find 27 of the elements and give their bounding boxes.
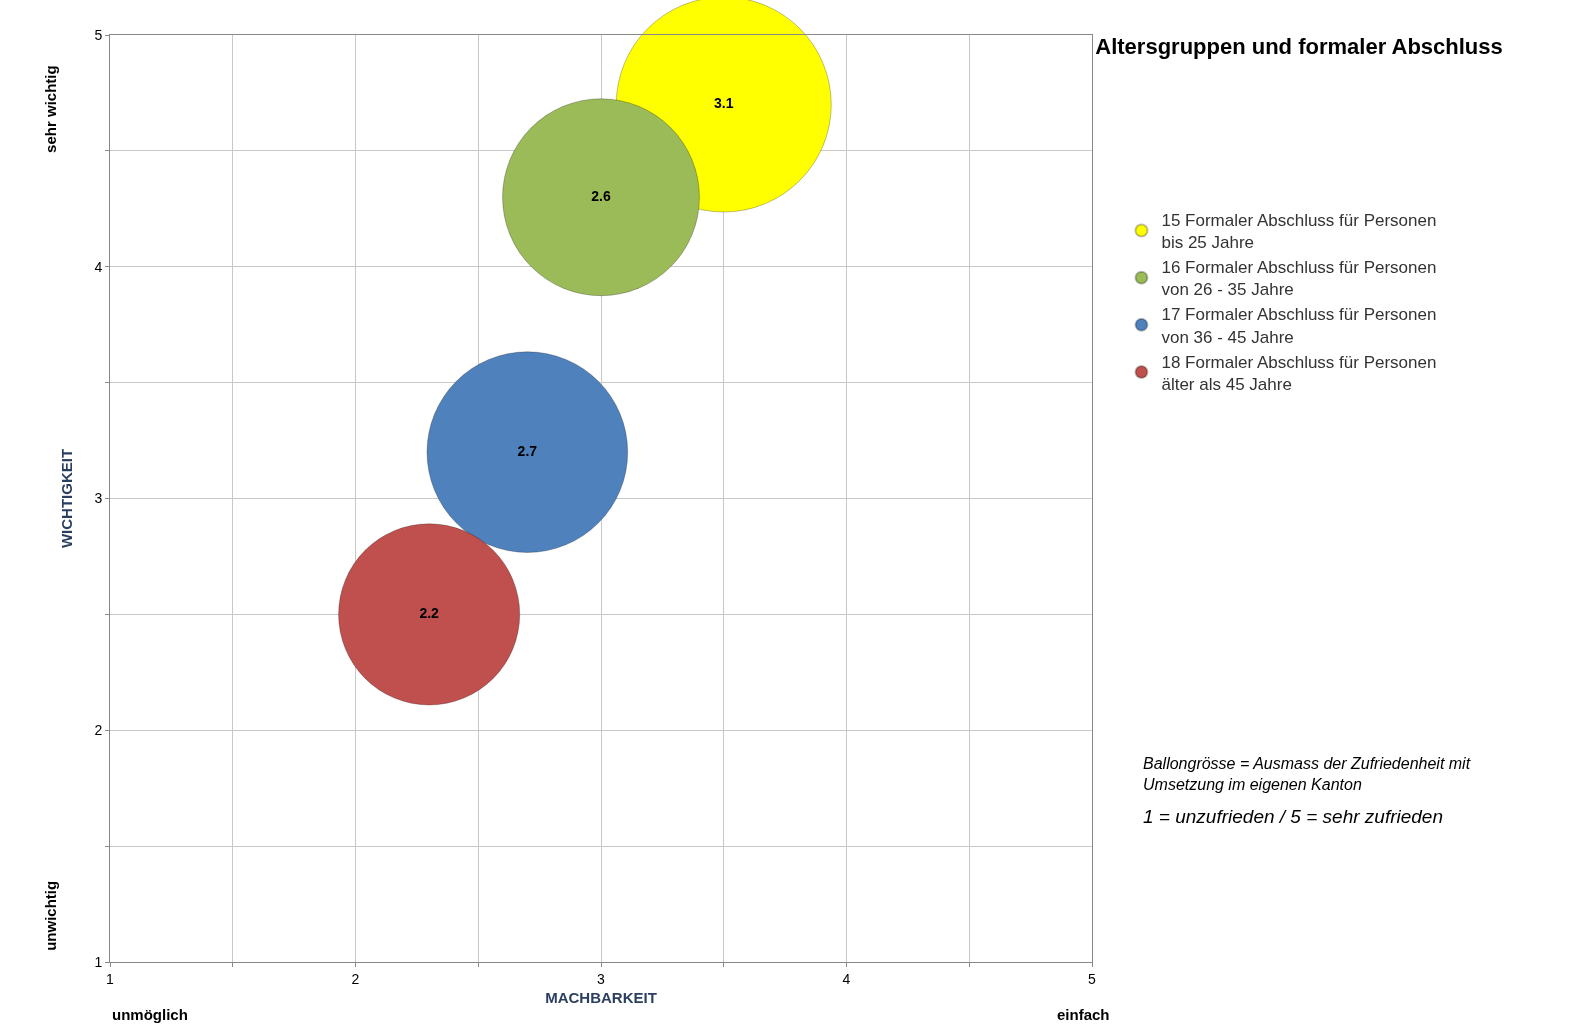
text: 1 = unzufrieden / 5 = sehr zufrieden	[1143, 806, 1443, 827]
text: einfach	[1057, 1006, 1110, 1023]
data-label: 2.7	[517, 442, 538, 459]
x-tick-label: 2	[351, 970, 360, 987]
x-tick-label: 4	[842, 970, 851, 987]
y-tick-label: 3	[94, 490, 103, 507]
x-tick-label: 1	[106, 970, 115, 987]
legend-label: 15 Formaler Abschluss für Personen bis 25 Jahre	[1161, 211, 1437, 253]
x-axis-title: MACHBARKEIT	[545, 988, 657, 1006]
x-tick-label: 3	[597, 970, 606, 987]
y-tick-label: 4	[94, 258, 103, 275]
text: Altersgruppen und formaler Abschluss	[1095, 34, 1503, 60]
x-tick-label: 5	[1088, 970, 1097, 987]
data-label: 2.2	[419, 604, 440, 621]
text: Ballongrösse = Ausmass der Zufriedenheit mit Umsetzung im eigenen Kanton	[1143, 755, 1471, 793]
y-tick-label: 2	[94, 722, 103, 739]
data-label: 3.1	[714, 95, 734, 112]
data-label: 2.6	[591, 187, 611, 204]
text: unwichtig	[42, 880, 60, 951]
legend-label: 18 Formaler Abschluss für Personen älter als 45 Jahre	[1161, 352, 1437, 394]
y-tick-label: 5	[94, 26, 103, 43]
legend-label: 16 Formaler Abschluss für Personen von 26 - 35 Jahre	[1161, 258, 1437, 300]
y-tick-label: 1	[94, 953, 103, 970]
y-axis-title: WICHTIGKEIT	[57, 448, 75, 549]
text: unmöglich	[112, 1006, 188, 1023]
text: sehr wichtig	[42, 65, 60, 153]
legend-label: 17 Formaler Abschluss für Personen von 36 - 45 Jahre	[1161, 305, 1437, 347]
